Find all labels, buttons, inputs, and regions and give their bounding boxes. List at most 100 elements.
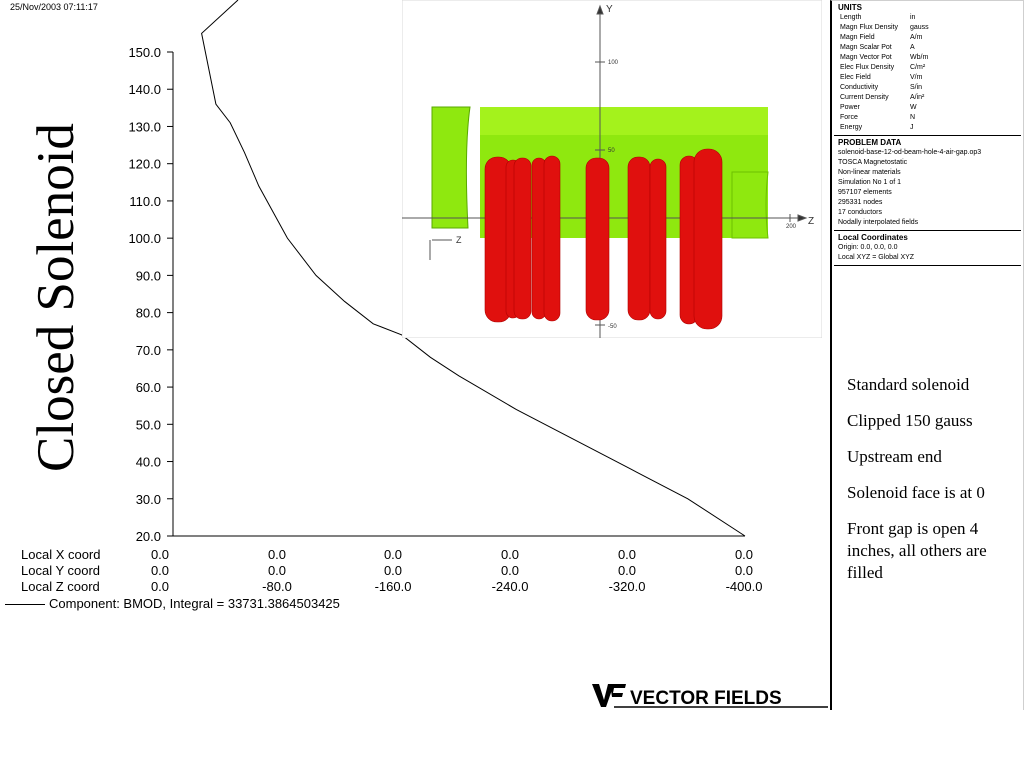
coords-line: Origin: 0.0, 0.0, 0.0 [838,244,898,251]
unit-value: Wb/m [910,54,929,61]
coord-value: -240.0 [492,579,529,594]
problem-heading: PROBLEM DATA [838,138,902,147]
y-tick-label: 90.0 [136,268,161,283]
coil-10 [693,148,723,330]
render-tick-m50: -50 [608,324,617,330]
coord-row-label: Local Z coord [21,579,100,594]
unit-quantity: Elec Field [840,74,871,81]
field-plot: 150.0 140.0 130.0 120.0 110.0 100.0 90.0 80.0 70… [21,0,762,594]
coord-value: 0.0 [618,547,636,562]
y-tick-label: 50.0 [136,417,161,432]
problem-line: Non-linear materials [838,169,901,176]
info-panel: UNITS Length in Magn Flux Density gauss Magn… [830,0,1024,710]
problem-line: 957107 elements [838,189,892,196]
unit-quantity: Magn Field [840,34,875,41]
coord-value: 0.0 [384,563,402,578]
coord-value: 0.0 [151,579,169,594]
vf-logo-text: VECTOR FIELDS [630,688,782,709]
coords-line: Local XYZ = Global XYZ [838,254,915,261]
coord-value: 0.0 [151,563,169,578]
problem-line: 295331 nodes [838,199,883,206]
unit-quantity: Magn Flux Density [840,24,898,31]
unit-quantity: Power [840,104,860,111]
units-section: UNITS Length in Magn Flux Density gauss Magn… [834,1,1021,136]
coord-value: -160.0 [375,579,412,594]
render-tick-100: 100 [608,60,619,66]
problem-section: PROBLEM DATA solenoid-base-12-od-beam-ho… [834,136,1021,231]
unit-value: A/m [910,34,923,41]
coord-value: -400.0 [726,579,763,594]
y-ticks: 150.0 140.0 130.0 120.0 110.0 100.0 90.0 80.0 70… [128,45,173,544]
coil-5 [543,155,561,322]
notes: Standard solenoid Clipped 150 gauss Upstre… [847,374,1019,598]
coords-heading: Local Coordinates [838,233,908,242]
coil-3 [513,157,532,320]
y-tick-label: 20.0 [136,529,161,544]
problem-line: Nodally interpolated fields [838,219,919,226]
unit-value: in [910,14,916,21]
problem-line: TOSCA Magnetostatic [838,159,908,166]
unit-row: Conductivity S/in [838,83,1017,93]
vf-logo-mark [592,684,614,707]
unit-value: V/m [910,74,923,81]
unit-quantity: Magn Scalar Pot [840,44,892,51]
note-item: Clipped 150 gauss [847,411,973,430]
unit-value: A/in² [910,94,925,101]
y-tick-label: 110.0 [129,194,161,209]
problem-line: 17 conductors [838,209,882,216]
render-z-label: Z [808,216,814,227]
component-text: Component: BMOD, Integral = 33731.386450… [49,596,340,611]
unit-row: Magn Scalar Pot A [838,43,1017,53]
unit-row: Length in [838,13,1017,23]
y-tick-label: 150.0 [128,45,161,60]
units-heading: UNITS [838,3,862,12]
z-arrow [797,214,808,222]
y-tick-label: 70.0 [136,343,161,358]
coord-value: 0.0 [735,563,753,578]
unit-row: Elec Field V/m [838,73,1017,83]
unit-value: gauss [910,24,929,31]
y-tick-label: 80.0 [136,306,161,321]
problem-line: solenoid-base-12-od-beam-hole-4-air-gap.… [838,149,982,156]
yoke-left-piece [431,106,471,229]
coord-value: 0.0 [268,563,286,578]
unit-row: Magn Vector Pot Wb/m [838,53,1017,63]
unit-quantity: Conductivity [840,84,879,91]
unit-row: Magn Flux Density gauss [838,23,1017,33]
unit-quantity: Elec Flux Density [840,64,895,71]
y-tick-label: 60.0 [136,380,161,395]
coils [484,148,723,330]
coord-value: 0.0 [501,563,519,578]
coord-row-label: Local Y coord [21,563,100,578]
coord-value: 0.0 [501,547,519,562]
y-arrow [596,4,604,15]
unit-row: Elec Flux Density C/m² [838,63,1017,73]
unit-value: J [910,124,914,131]
y-tick-label: 140.0 [128,82,161,97]
unit-row: Power W [838,103,1017,113]
unit-row: Magn Field A/m [838,33,1017,43]
unit-quantity: Length [840,14,862,21]
coord-row-label: Local X coord [21,547,101,562]
unit-value: C/m² [910,64,926,71]
coil-7 [627,156,651,321]
note-item: Standard solenoid [847,375,970,394]
component-legend: Component: BMOD, Integral = 33731.386450… [5,596,340,611]
unit-quantity: Energy [840,124,863,131]
y-tick-label: 120.0 [128,157,161,172]
unit-value: A [910,44,915,51]
unit-row: Force N [838,113,1017,123]
coord-value: 0.0 [384,547,402,562]
unit-value: S/in [910,84,923,91]
timestamp: 25/Nov/2003 07:11:17 [10,2,98,12]
units-list: Length in Magn Flux Density gauss Magn Field… [838,13,1017,133]
vector-fields-logo: VECTOR FIELDS [592,684,828,709]
coords-section: Local Coordinates Origin: 0.0, 0.0, 0.0 L… [834,231,1021,266]
coord-value: -320.0 [609,579,646,594]
note-item: Front gap is open 4 inches, all others a… [847,519,987,582]
bmod-curve [201,0,746,537]
series-group [201,0,746,537]
vf-logo-f [610,684,626,697]
unit-value: W [910,104,917,111]
